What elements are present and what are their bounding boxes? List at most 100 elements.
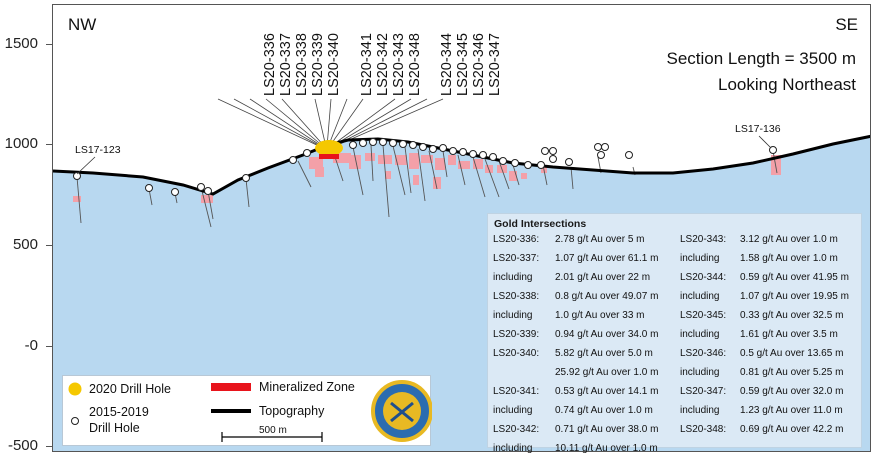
hole-label-ls17-136: LS17-136	[735, 123, 781, 135]
hole-label-ls17-123: LS17-123	[75, 144, 121, 156]
legend-label-topography: Topography	[259, 404, 325, 418]
result-hole: including	[680, 367, 720, 378]
result-row: LS20-345: 0.33 g/t Au over 32.5 m	[680, 310, 860, 329]
result-hole: LS20-339:	[493, 329, 540, 340]
result-row: LS20-343: 3.12 g/t Au over 1.0 m	[680, 234, 860, 253]
result-hole: including	[493, 310, 533, 321]
y-tickmark	[46, 346, 52, 347]
result-value: 0.33 g/t Au over 32.5 m	[740, 310, 844, 321]
y-tickmark	[46, 446, 52, 447]
legend-2015-symbol	[71, 417, 79, 425]
callout-ls20-339: LS20-339	[310, 33, 326, 96]
result-hole: LS20-342:	[493, 424, 540, 435]
result-row: including 1.0 g/t Au over 33 m	[493, 310, 678, 329]
result-hole: LS20-338:	[493, 291, 540, 302]
callout-leaders	[217, 98, 444, 148]
result-value: 0.5 g/t Au over 13.65 m	[740, 348, 844, 359]
drill-collars-2015-2019	[73, 138, 777, 196]
result-value: 5.82 g/t Au over 5.0 m	[555, 348, 653, 359]
result-value: 0.59 g/t Au over 32.0 m	[740, 386, 844, 397]
result-hole: LS20-345:	[680, 310, 727, 321]
result-row: LS20-346: 0.5 g/t Au over 13.65 m	[680, 348, 860, 367]
result-row: including 1.07 g/t Au over 19.95 m	[680, 291, 860, 310]
result-value: 0.59 g/t Au over 41.95 m	[740, 272, 849, 283]
y-tickmark	[46, 44, 52, 45]
legend-label-2020: 2020 Drill Hole	[89, 382, 171, 396]
drill-collars-2020	[315, 140, 343, 159]
result-row: including 1.61 g/t Au over 3.5 m	[680, 329, 860, 348]
callout-ls20-336: LS20-336	[262, 33, 278, 96]
y-tickmark	[46, 245, 52, 246]
result-row: LS20-337: 1.07 g/t Au over 61.1 m	[493, 253, 678, 272]
result-row: including 0.74 g/t Au over 1.0 m	[493, 405, 678, 424]
callout-ls20-340: LS20-340	[326, 33, 342, 96]
legend-symbols	[68, 380, 432, 442]
callout-ls20-347: LS20-347	[487, 33, 503, 96]
legend-topography-symbol	[211, 409, 251, 413]
result-row: LS20-336: 2.78 g/t Au over 5 m	[493, 234, 678, 253]
result-hole: including	[493, 443, 533, 454]
callout-ls20-337: LS20-337	[278, 33, 294, 96]
result-value: 1.61 g/t Au over 3.5 m	[740, 329, 838, 340]
result-value: 0.74 g/t Au over 1.0 m	[555, 405, 653, 416]
result-value: 1.07 g/t Au over 19.95 m	[740, 291, 849, 302]
result-hole: LS20-337:	[493, 253, 540, 264]
legend-label-scale: 500 m	[259, 425, 287, 436]
result-value: 1.23 g/t Au over 11.0 m	[740, 405, 843, 416]
results-title: Gold Intersections	[494, 218, 587, 230]
gold-intersections-box: Gold Intersections LS20-336: 2.78 g/t Au …	[487, 213, 862, 454]
result-hole: LS20-343:	[680, 234, 727, 245]
result-value: 1.0 g/t Au over 33 m	[555, 310, 645, 321]
result-row: LS20-342: 0.71 g/t Au over 38.0 m	[493, 424, 678, 443]
result-row: LS20-347: 0.59 g/t Au over 32.0 m	[680, 386, 860, 405]
y-tick-0: -0	[24, 337, 38, 354]
legend-label-mineralized: Mineralized Zone	[259, 380, 355, 394]
results-left-column: LS20-336: 2.78 g/t Au over 5 m LS20-337: 1.…	[493, 234, 678, 456]
y-tickmark	[46, 144, 52, 145]
legend-label-2015-line1: 2015-2019	[89, 405, 149, 419]
result-hole: LS20-341:	[493, 386, 540, 397]
callout-ls20-343: LS20-343	[391, 33, 407, 96]
result-hole: including	[680, 329, 720, 340]
result-hole: LS20-344:	[680, 272, 727, 283]
callout-ls20-344: LS20-344	[439, 33, 455, 96]
callout-ls20-346: LS20-346	[471, 33, 487, 96]
result-value: 0.81 g/t Au over 5.25 m	[740, 367, 844, 378]
legend-label-2015-line2: Drill Hole	[89, 421, 140, 435]
looking-direction: Looking Northeast	[718, 75, 856, 94]
results-right-column: LS20-343: 3.12 g/t Au over 1.0 m including…	[680, 234, 860, 443]
result-value: 0.94 g/t Au over 34.0 m	[555, 329, 659, 340]
result-value: 1.07 g/t Au over 61.1 m	[555, 253, 659, 264]
y-tick-1000: 1000	[4, 135, 38, 152]
result-hole: including	[493, 405, 533, 416]
result-row: LS20-339: 0.94 g/t Au over 34.0 m	[493, 329, 678, 348]
result-row: including 10.11 g/t Au over 1.0 m	[493, 443, 678, 456]
result-hole: LS20-336:	[493, 234, 540, 245]
callout-ls20-341: LS20-341	[359, 33, 375, 96]
drill-traces	[76, 144, 778, 228]
result-value: 2.78 g/t Au over 5 m	[555, 234, 645, 245]
result-row: 25.92 g/t Au over 1.0 m	[493, 367, 678, 386]
result-hole: LS20-346:	[680, 348, 727, 359]
result-value: 2.01 g/t Au over 22 m	[555, 272, 651, 283]
result-row: LS20-348: 0.69 g/t Au over 42.2 m	[680, 424, 860, 443]
y-tick-neg500: -500	[7, 437, 38, 454]
result-row: LS20-341: 0.53 g/t Au over 14.1 m	[493, 386, 678, 405]
result-row: including 1.23 g/t Au over 11.0 m	[680, 405, 860, 424]
result-row: LS20-338: 0.8 g/t Au over 49.07 m	[493, 291, 678, 310]
result-hole: including	[680, 405, 720, 416]
result-value: 0.71 g/t Au over 38.0 m	[555, 424, 659, 435]
result-row: LS20-340: 5.82 g/t Au over 5.0 m	[493, 348, 678, 367]
mineralized-zones	[73, 153, 781, 203]
result-hole: including	[680, 291, 720, 302]
callout-labels: LS20-336 LS20-337 LS20-338 LS20-339 LS20…	[262, 33, 517, 103]
result-value: 3.12 g/t Au over 1.0 m	[740, 234, 838, 245]
callout-ls20-345: LS20-345	[455, 33, 471, 96]
result-value: 0.53 g/t Au over 14.1 m	[555, 386, 659, 397]
result-row: including 1.58 g/t Au over 1.0 m	[680, 253, 860, 272]
legend-mineralized-symbol	[211, 383, 251, 391]
section-length: Section Length = 3500 m	[666, 49, 857, 68]
company-logo	[371, 380, 432, 442]
callout-ls20-348: LS20-348	[407, 33, 423, 96]
